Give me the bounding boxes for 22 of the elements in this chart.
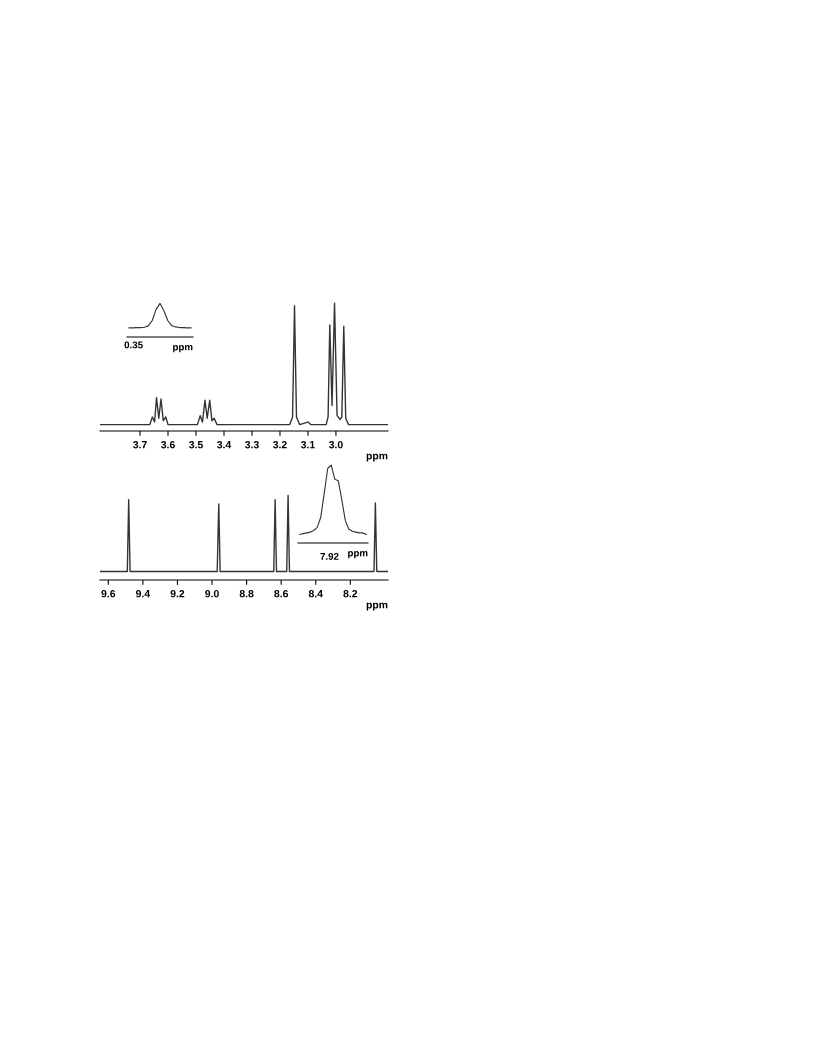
x-axis-title: ppm [348, 551, 368, 559]
x-tick-label: 8.4 [308, 590, 323, 598]
x-tick-label: 9.4 [135, 590, 151, 598]
x-tick-label: 8.8 [239, 590, 254, 598]
x-axis-title: ppm [366, 602, 388, 611]
x-tick-label: 3.3 [244, 441, 259, 449]
annotation: 7.92 [320, 552, 339, 560]
x-tick-label: 9.0 [205, 590, 219, 598]
x-axis-title: ppm [173, 345, 193, 353]
x-tick-label: 3.5 [189, 441, 203, 449]
x-tick-label: 3.0 [328, 441, 343, 449]
annotation: 0.35 [124, 341, 143, 349]
x-tick-label: 3.4 [216, 441, 232, 449]
x-tick-label: 3.1 [300, 441, 315, 449]
x-tick-label: 9.2 [170, 590, 185, 598]
x-tick-label: 8.2 [343, 590, 358, 598]
x-tick-label: 3.2 [272, 441, 287, 449]
x-axis-title: ppm [366, 453, 388, 462]
x-tick-label: 3.6 [161, 441, 175, 449]
x-tick-label: 3.7 [133, 441, 147, 449]
x-tick-label: 8.6 [274, 590, 289, 598]
x-tick-label: 9.6 [101, 590, 116, 598]
